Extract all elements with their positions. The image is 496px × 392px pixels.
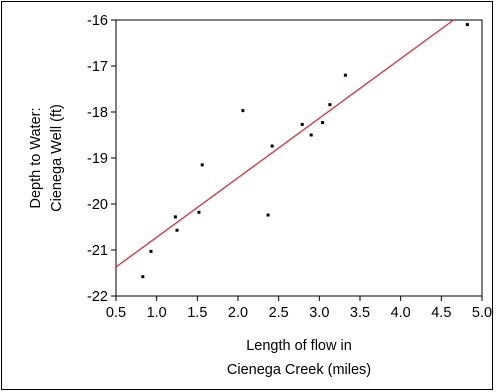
data-point: [175, 228, 179, 232]
regression-fit-line: [115, 19, 454, 268]
y-axis-label-line-2: Cienega Well (ft): [49, 104, 65, 212]
y-axis: -16 -17 -18 -19 -20 -21 -22: [87, 13, 116, 305]
y-tick-label: -22: [87, 289, 108, 305]
data-point: [266, 213, 270, 217]
y-tick-label: -16: [87, 13, 108, 29]
x-tick-label: 1.0: [147, 305, 167, 321]
y-axis-label-line-1: Depth to Water:: [28, 107, 44, 208]
y-tick-label: -17: [87, 59, 108, 75]
data-point: [309, 133, 313, 137]
data-point: [321, 121, 325, 125]
x-tick-label: 3.5: [350, 305, 370, 321]
data-point: [328, 103, 332, 107]
x-tick-label: 5.0: [472, 305, 492, 321]
data-point: [465, 23, 469, 27]
data-point: [149, 249, 153, 253]
x-tick-label: 2.0: [228, 305, 248, 321]
x-tick-label: 1.5: [187, 305, 207, 321]
x-tick-label: 4.5: [431, 305, 451, 321]
x-tick-label: 3.0: [309, 305, 329, 321]
y-tick-label: -18: [87, 105, 108, 121]
x-tick-label: 4.0: [391, 305, 411, 321]
x-axis-label-line-1: Length of flow in: [246, 338, 352, 354]
x-tick-label: 2.5: [269, 305, 289, 321]
data-point: [241, 109, 245, 113]
data-point: [173, 215, 177, 219]
data-point: [300, 122, 304, 126]
x-axis-label-line-2: Cienega Creek (miles): [227, 362, 371, 378]
data-points: [141, 23, 469, 279]
y-tick-label: -21: [87, 243, 108, 259]
data-point: [343, 73, 347, 77]
fit-line-group: [115, 19, 454, 268]
data-point: [270, 144, 274, 148]
x-axis: 0.5 1.0 1.5 2.0 2.5 3.0 3.5 4.0 4.5 5.0: [106, 296, 492, 321]
data-point: [197, 210, 201, 214]
x-tick-label: 0.5: [106, 305, 126, 321]
plot-area-border: [115, 19, 483, 297]
y-tick-label: -20: [87, 197, 108, 213]
y-tick-label: -19: [87, 151, 108, 167]
data-point: [141, 275, 145, 279]
data-point: [200, 163, 204, 167]
